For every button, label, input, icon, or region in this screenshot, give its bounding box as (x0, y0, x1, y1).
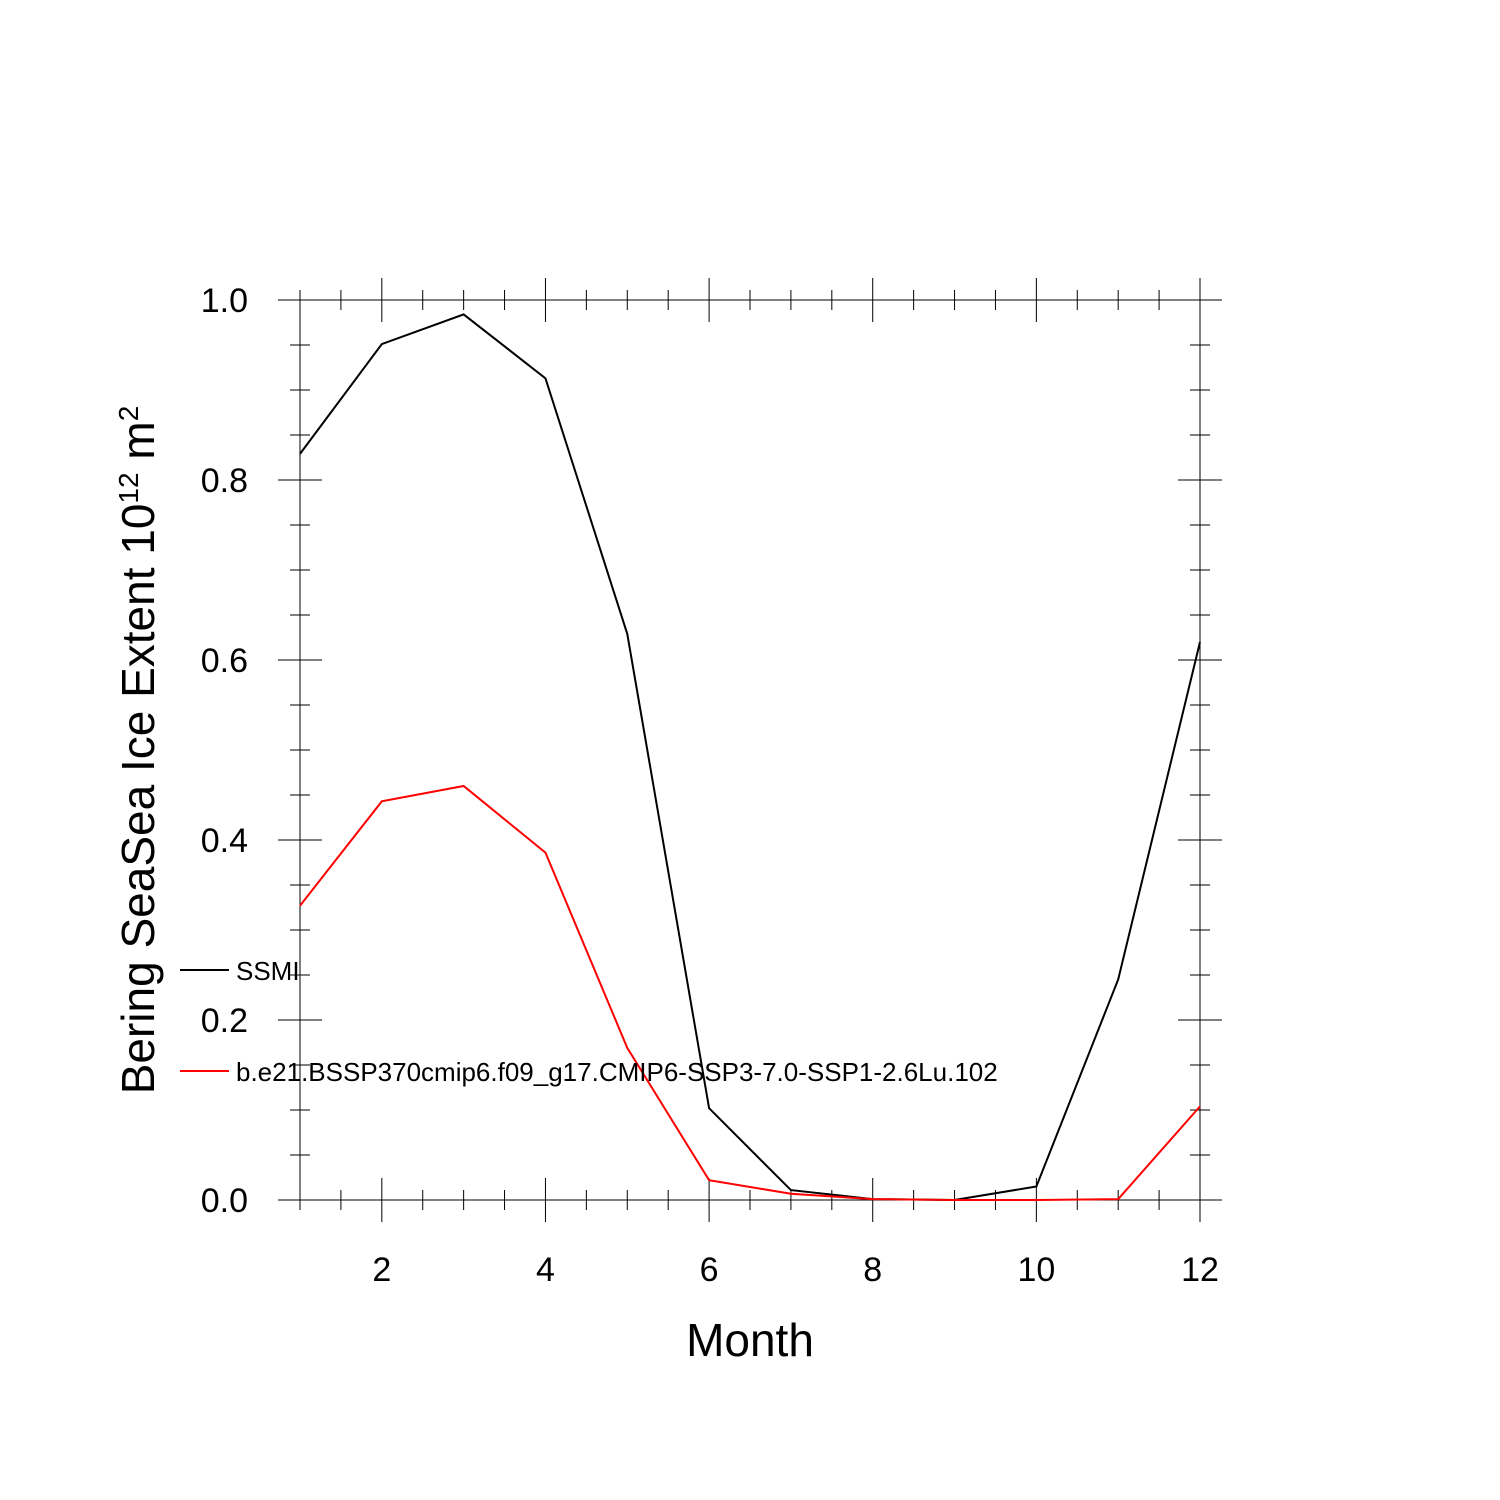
y-tick-labels: 0.0 0.2 0.4 0.6 0.8 1.0 (201, 282, 248, 1220)
series-line-model (299, 784, 1201, 1201)
legend-label-ssmi: SSMI (236, 956, 300, 986)
y-tick-label: 0.4 (201, 822, 248, 860)
y-axis-title-main: Bering SeaSea Ice Extent 10 (112, 504, 164, 1095)
legend: SSMI b.e21.BSSP370cmip6.f09_g17.CMIP6-SS… (180, 956, 998, 1087)
x-tick-labels: 2 4 6 8 10 12 (372, 1251, 1219, 1289)
series-line-ssmi (299, 313, 1201, 1202)
plot-frame (299, 299, 1201, 1201)
x-tick-label: 2 (372, 1251, 391, 1289)
y-axis-title-exponent: 12 (113, 472, 144, 503)
x-axis-title: Month (686, 1314, 814, 1366)
series-lines (299, 313, 1201, 1202)
y-tick-label: 1.0 (201, 282, 248, 320)
x-tick-label: 12 (1181, 1251, 1219, 1289)
x-tick-label: 8 (863, 1251, 882, 1289)
legend-label-model: b.e21.BSSP370cmip6.f09_g17.CMIP6-SSP3-7.… (236, 1057, 998, 1087)
x-tick-label: 6 (700, 1251, 719, 1289)
y-tick-label: 0.0 (201, 1182, 248, 1220)
y-axis-title-unit-exponent: 2 (113, 406, 144, 422)
x-tick-label: 10 (1017, 1251, 1055, 1289)
y-axis-title: Bering SeaSea Ice Extent 1012 m2 (112, 406, 164, 1095)
y-tick-label: 0.8 (201, 462, 248, 500)
y-axis-title-unit: m (112, 421, 164, 472)
x-tick-label: 4 (536, 1251, 555, 1289)
y-tick-label: 0.2 (201, 1002, 248, 1040)
y-tick-label: 0.6 (201, 642, 248, 680)
